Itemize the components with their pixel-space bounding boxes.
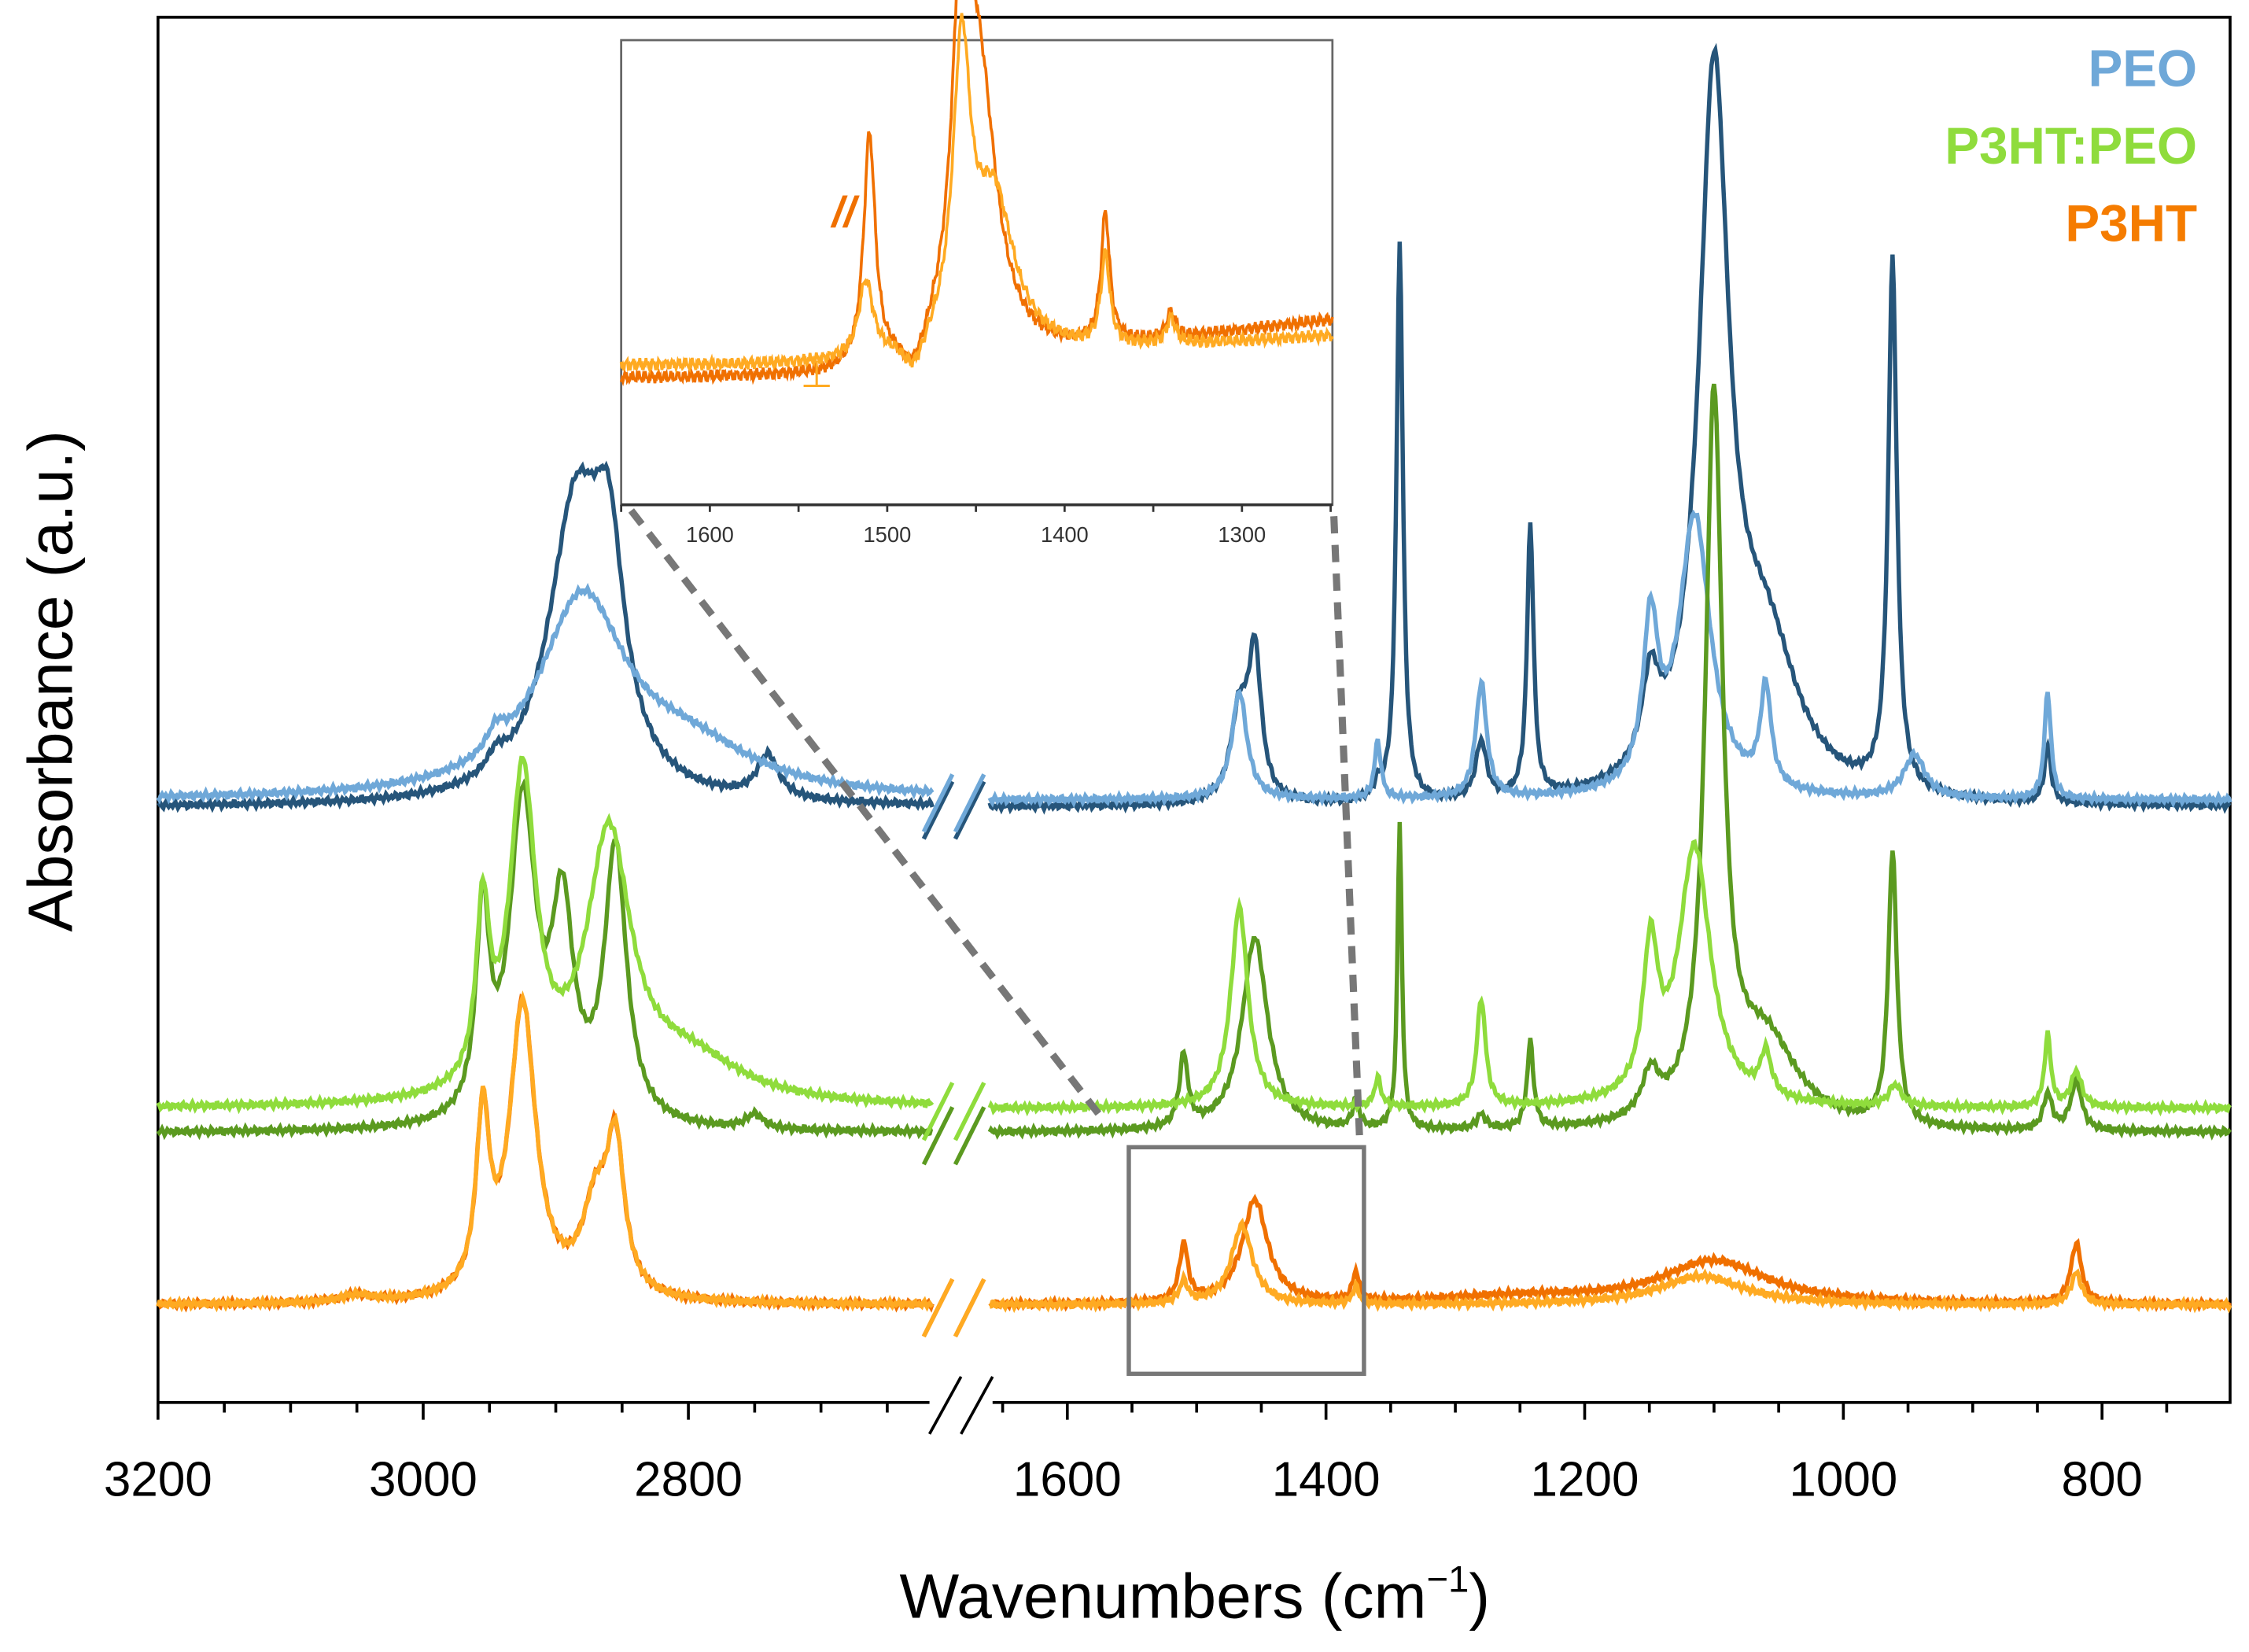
x-tick-label: 3200 — [104, 1452, 212, 1506]
x-axis-label: Wavenumbers (cm−1) — [900, 1558, 1491, 1631]
legend-entry: P3HT:PEO — [1945, 117, 2197, 175]
plot-frame — [157, 16, 2232, 1404]
axis-break-mark — [953, 1278, 986, 1338]
axis-break-mark — [921, 1082, 955, 1141]
axis-break-mark — [953, 1082, 986, 1141]
spectrum-line — [989, 1217, 2232, 1314]
legend: PEO P3HT:PEO P3HT — [1945, 39, 2197, 252]
inset-tick-label: 1500 — [863, 522, 911, 547]
inset-tick-label: 1600 — [686, 522, 734, 547]
x-tick-label: 1000 — [1789, 1452, 1897, 1506]
axis-break-mark — [953, 1106, 986, 1166]
spectrum-line — [987, 383, 2232, 1141]
spectrum-line — [987, 839, 2232, 1117]
spectrum-line — [156, 778, 934, 1141]
axis-break-mark — [953, 773, 986, 833]
inset: 1600 1500 1400 1300 // ⊥ — [619, 0, 1334, 547]
y-axis-label: Absorbance (a.u.) — [14, 430, 85, 931]
axis-break-mark — [921, 773, 955, 833]
zoom-connector-left — [628, 508, 1108, 1124]
parallel-label: // — [830, 187, 860, 236]
spectrum-line — [987, 509, 2232, 809]
x-tick-label: 1600 — [1013, 1452, 1122, 1506]
spectrum-line — [157, 460, 935, 813]
spectrum-line — [156, 582, 935, 805]
inset-frame — [620, 39, 1334, 507]
axis-break-mark — [953, 780, 986, 840]
x-tick-label: 2800 — [634, 1452, 743, 1506]
axis-break-mark — [921, 1106, 955, 1166]
axis-break-mark — [921, 780, 955, 840]
spectrum-line — [156, 990, 935, 1313]
axis-break-mark — [921, 1278, 955, 1338]
axis-break-mark — [927, 1376, 963, 1435]
zoom-connector-right — [1330, 516, 1364, 1141]
spectrum-line — [157, 993, 935, 1313]
inset-spectrum-line — [619, 0, 1334, 387]
zoom-region-box — [1126, 1145, 1366, 1377]
x-tick-label: 800 — [2061, 1452, 2142, 1506]
perpendicular-label: ⊥ — [801, 354, 833, 396]
traces — [156, 42, 2232, 1338]
x-tick-label: 1400 — [1272, 1452, 1381, 1506]
x-tick-label: 1200 — [1531, 1452, 1639, 1506]
legend-entry: P3HT — [2065, 194, 2197, 252]
axis-break-mark — [960, 1376, 994, 1435]
x-tick-label: 3000 — [369, 1452, 477, 1506]
spectrum-line — [156, 755, 935, 1115]
inset-tick-label: 1300 — [1218, 522, 1266, 547]
spectrum-line — [988, 1193, 2232, 1313]
legend-entry: PEO — [2088, 39, 2197, 97]
inset-tick-label: 1400 — [1041, 522, 1089, 547]
inset-spectrum-line — [619, 13, 1334, 375]
